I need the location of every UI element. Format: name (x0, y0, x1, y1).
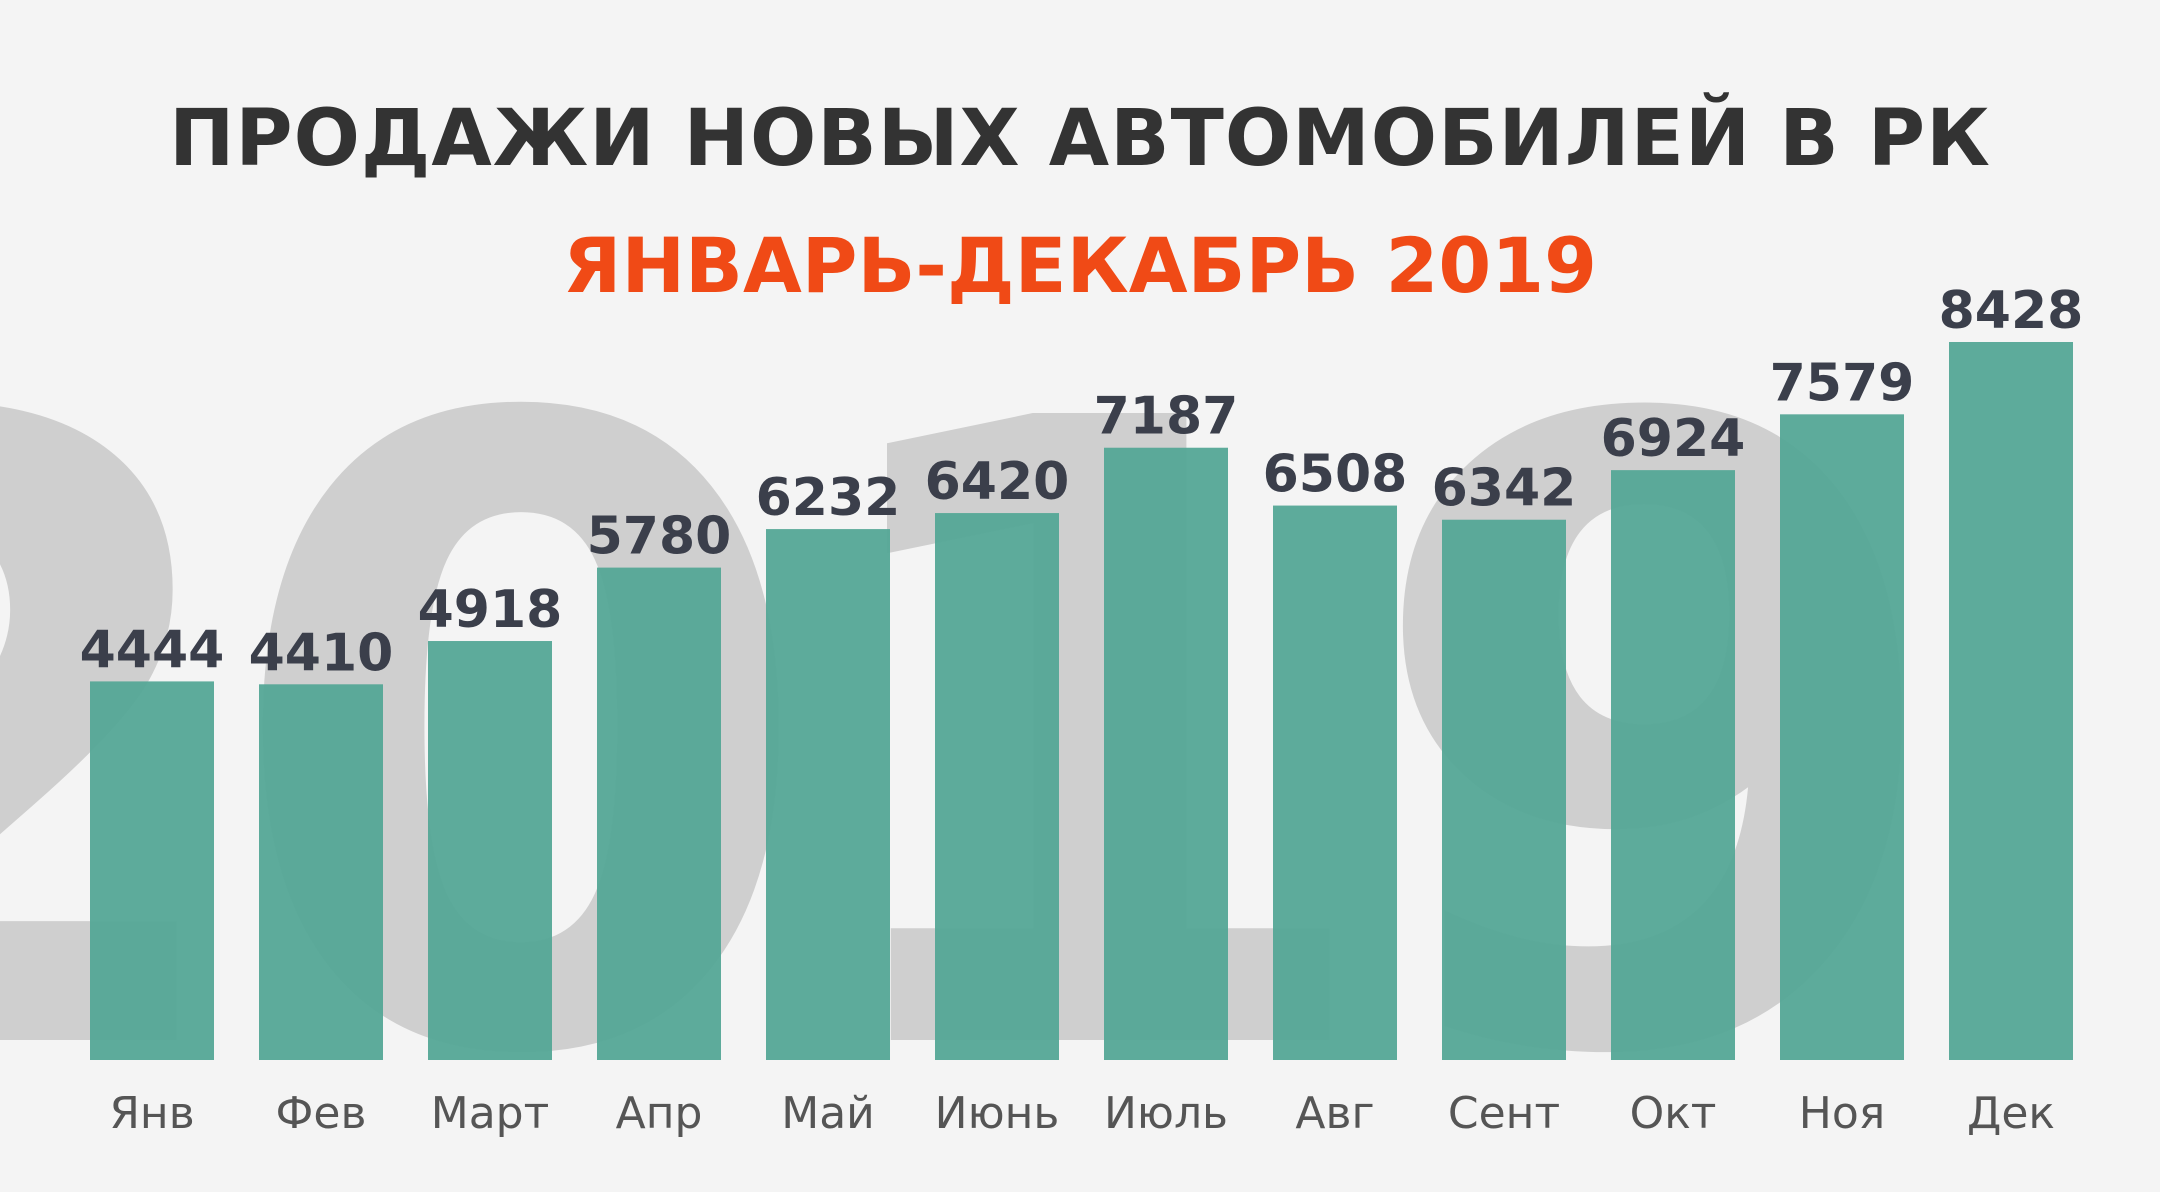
value-label-7: 7187 (1094, 387, 1239, 447)
category-label-12: Дек (1967, 1088, 2055, 1139)
category-label-5: Май (781, 1088, 875, 1139)
category-label-7: Июль (1104, 1088, 1228, 1139)
category-label-8: Авг (1295, 1088, 1374, 1139)
value-label-12: 8428 (1939, 281, 2084, 341)
category-label-6: Июнь (935, 1088, 1060, 1139)
bar-2 (259, 684, 383, 1060)
value-label-10: 6924 (1601, 409, 1746, 469)
value-label-9: 6342 (1432, 459, 1577, 519)
value-label-5: 6232 (756, 468, 901, 528)
category-label-2: Фев (276, 1088, 367, 1139)
category-labels-layer: Янв Фев Март Апр Май Июнь Июль Авг Сент Окт Ноя Дек (109, 1088, 2055, 1139)
bar-6 (935, 513, 1059, 1060)
category-label-4: Апр (616, 1088, 703, 1139)
value-label-1: 4444 (80, 620, 225, 680)
chart-subtitle: ЯНВАРЬ-ДЕКАБРЬ 2019 (562, 221, 1598, 310)
value-label-8: 6508 (1263, 445, 1408, 505)
bar-9 (1442, 519, 1566, 1060)
bar-1 (90, 681, 214, 1060)
bar-7 (1104, 447, 1228, 1061)
value-label-2: 4410 (249, 623, 394, 683)
bar-4 (597, 567, 721, 1060)
category-label-1: Янв (109, 1088, 194, 1139)
bar-12 (1949, 342, 2073, 1060)
category-label-11: Ноя (1799, 1088, 1885, 1139)
bar-10 (1611, 470, 1735, 1060)
value-label-4: 5780 (587, 507, 732, 567)
bars-layer (90, 342, 2073, 1061)
bar-11 (1780, 414, 1904, 1060)
value-label-11: 7579 (1770, 353, 1915, 413)
bar-3 (428, 641, 552, 1060)
category-label-9: Сент (1448, 1088, 1560, 1139)
bar-5 (766, 529, 890, 1060)
bar-8 (1273, 505, 1397, 1060)
category-label-3: Март (431, 1088, 550, 1139)
value-label-6: 6420 (925, 452, 1070, 512)
value-labels-layer: 4444 4410 4918 5780 6232 6420 7187 6508 6342 6924… (80, 281, 2084, 683)
value-label-3: 4918 (418, 580, 563, 640)
chart-title: ПРОДАЖИ НОВЫХ АВТОМОБИЛЕЙ В РК (169, 94, 1991, 184)
category-label-10: Окт (1630, 1088, 1717, 1139)
